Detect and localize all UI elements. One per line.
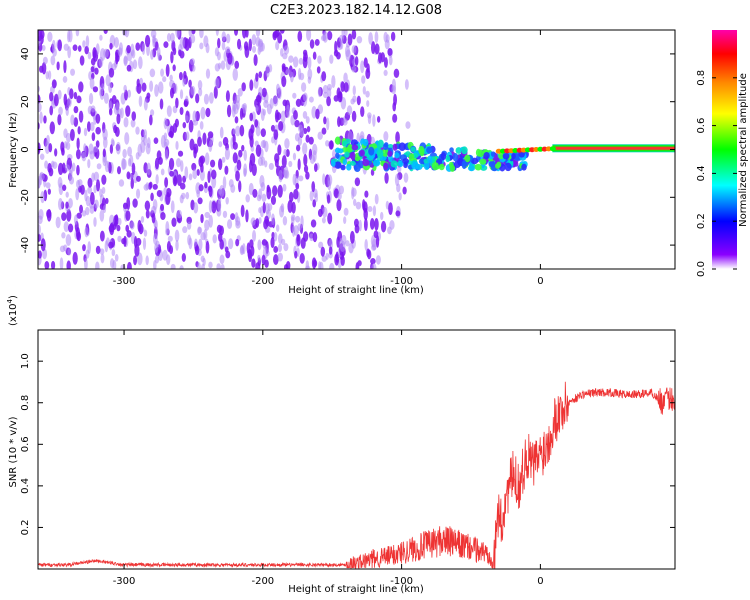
colorbar-label: Normalized spectral amplitude — [738, 73, 749, 227]
spectrogram-y-tick-label: -20 — [20, 189, 31, 205]
spectrogram-x-ticks: -300 -200 -100 0 — [113, 30, 544, 287]
snr-y-ticks: 0.2 0.4 0.6 0.8 1.0 — [20, 353, 675, 535]
spectrogram-y-tick-label: 40 — [20, 48, 31, 61]
colorbar-tick-label: 0.2 — [696, 213, 707, 229]
spectrogram-noise — [38, 30, 411, 269]
snr-background — [38, 330, 675, 569]
snr-x-tick-label: 0 — [537, 576, 543, 587]
snr-x-tick-label: -100 — [390, 576, 413, 587]
snr-x-ticks: -300 -200 -100 0 — [113, 330, 544, 587]
snr-frame — [37, 329, 676, 570]
snr-series-path — [38, 381, 675, 569]
snr-y-label: SNR (10 * v/v) — [8, 416, 19, 487]
snr-y-tick-label: 0.2 — [20, 519, 31, 535]
spectrogram-x-label: Height of straight line (km) — [288, 285, 424, 296]
snr-y-tick-label: 0.4 — [20, 478, 31, 494]
figure-title: C2E3.2023.182.14.12.G08 — [270, 3, 442, 18]
spectrogram-y-tick-label: -40 — [20, 237, 31, 253]
spectrogram-signal — [330, 136, 675, 173]
spectrogram-y-label: Frequency (Hz) — [8, 112, 19, 188]
colorbar-ticks: 0.0 0.2 0.4 0.6 0.8 — [696, 70, 737, 277]
colorbar: 0.0 0.2 0.4 0.6 0.8 Normalized spectral ampl… — [696, 30, 749, 277]
spectrogram-x-tick-label: -200 — [251, 276, 274, 287]
colorbar-tick-label: 0.6 — [696, 118, 707, 134]
colorbar-tick-label: 0.4 — [696, 165, 707, 181]
colorbar-tick-label: 0.8 — [696, 70, 707, 86]
spectrogram-y-ticks: -40 -20 0 20 40 — [20, 48, 675, 253]
snr-y-tick-label: 0.6 — [20, 436, 31, 452]
snr-y-tick-label: 0.8 — [20, 395, 31, 411]
snr-x-tick-label: -200 — [251, 576, 274, 587]
spectrogram-x-tick-label: -300 — [113, 276, 136, 287]
spectrogram-y-tick-label: 20 — [20, 95, 31, 108]
colorbar-gradient — [712, 30, 737, 269]
spectrogram-x-tick-label: -100 — [390, 276, 413, 287]
snr-panel: -300 -200 -100 0 0.2 0.4 0.6 0.8 1.0 Height of … — [6, 295, 676, 595]
spectrogram-y-tick-label: 0 — [20, 146, 31, 152]
snr-x-label: Height of straight line (km) — [288, 584, 424, 595]
snr-y-scale: (x104) — [6, 295, 19, 326]
snr-series-line — [38, 381, 675, 569]
colorbar-tick-label: 0.0 — [696, 261, 707, 277]
coherent-line — [552, 144, 675, 153]
snr-y-tick-label: 1.0 — [20, 353, 31, 369]
snr-x-tick-label: -300 — [113, 576, 136, 587]
spectrogram-x-tick-label: 0 — [537, 276, 543, 287]
